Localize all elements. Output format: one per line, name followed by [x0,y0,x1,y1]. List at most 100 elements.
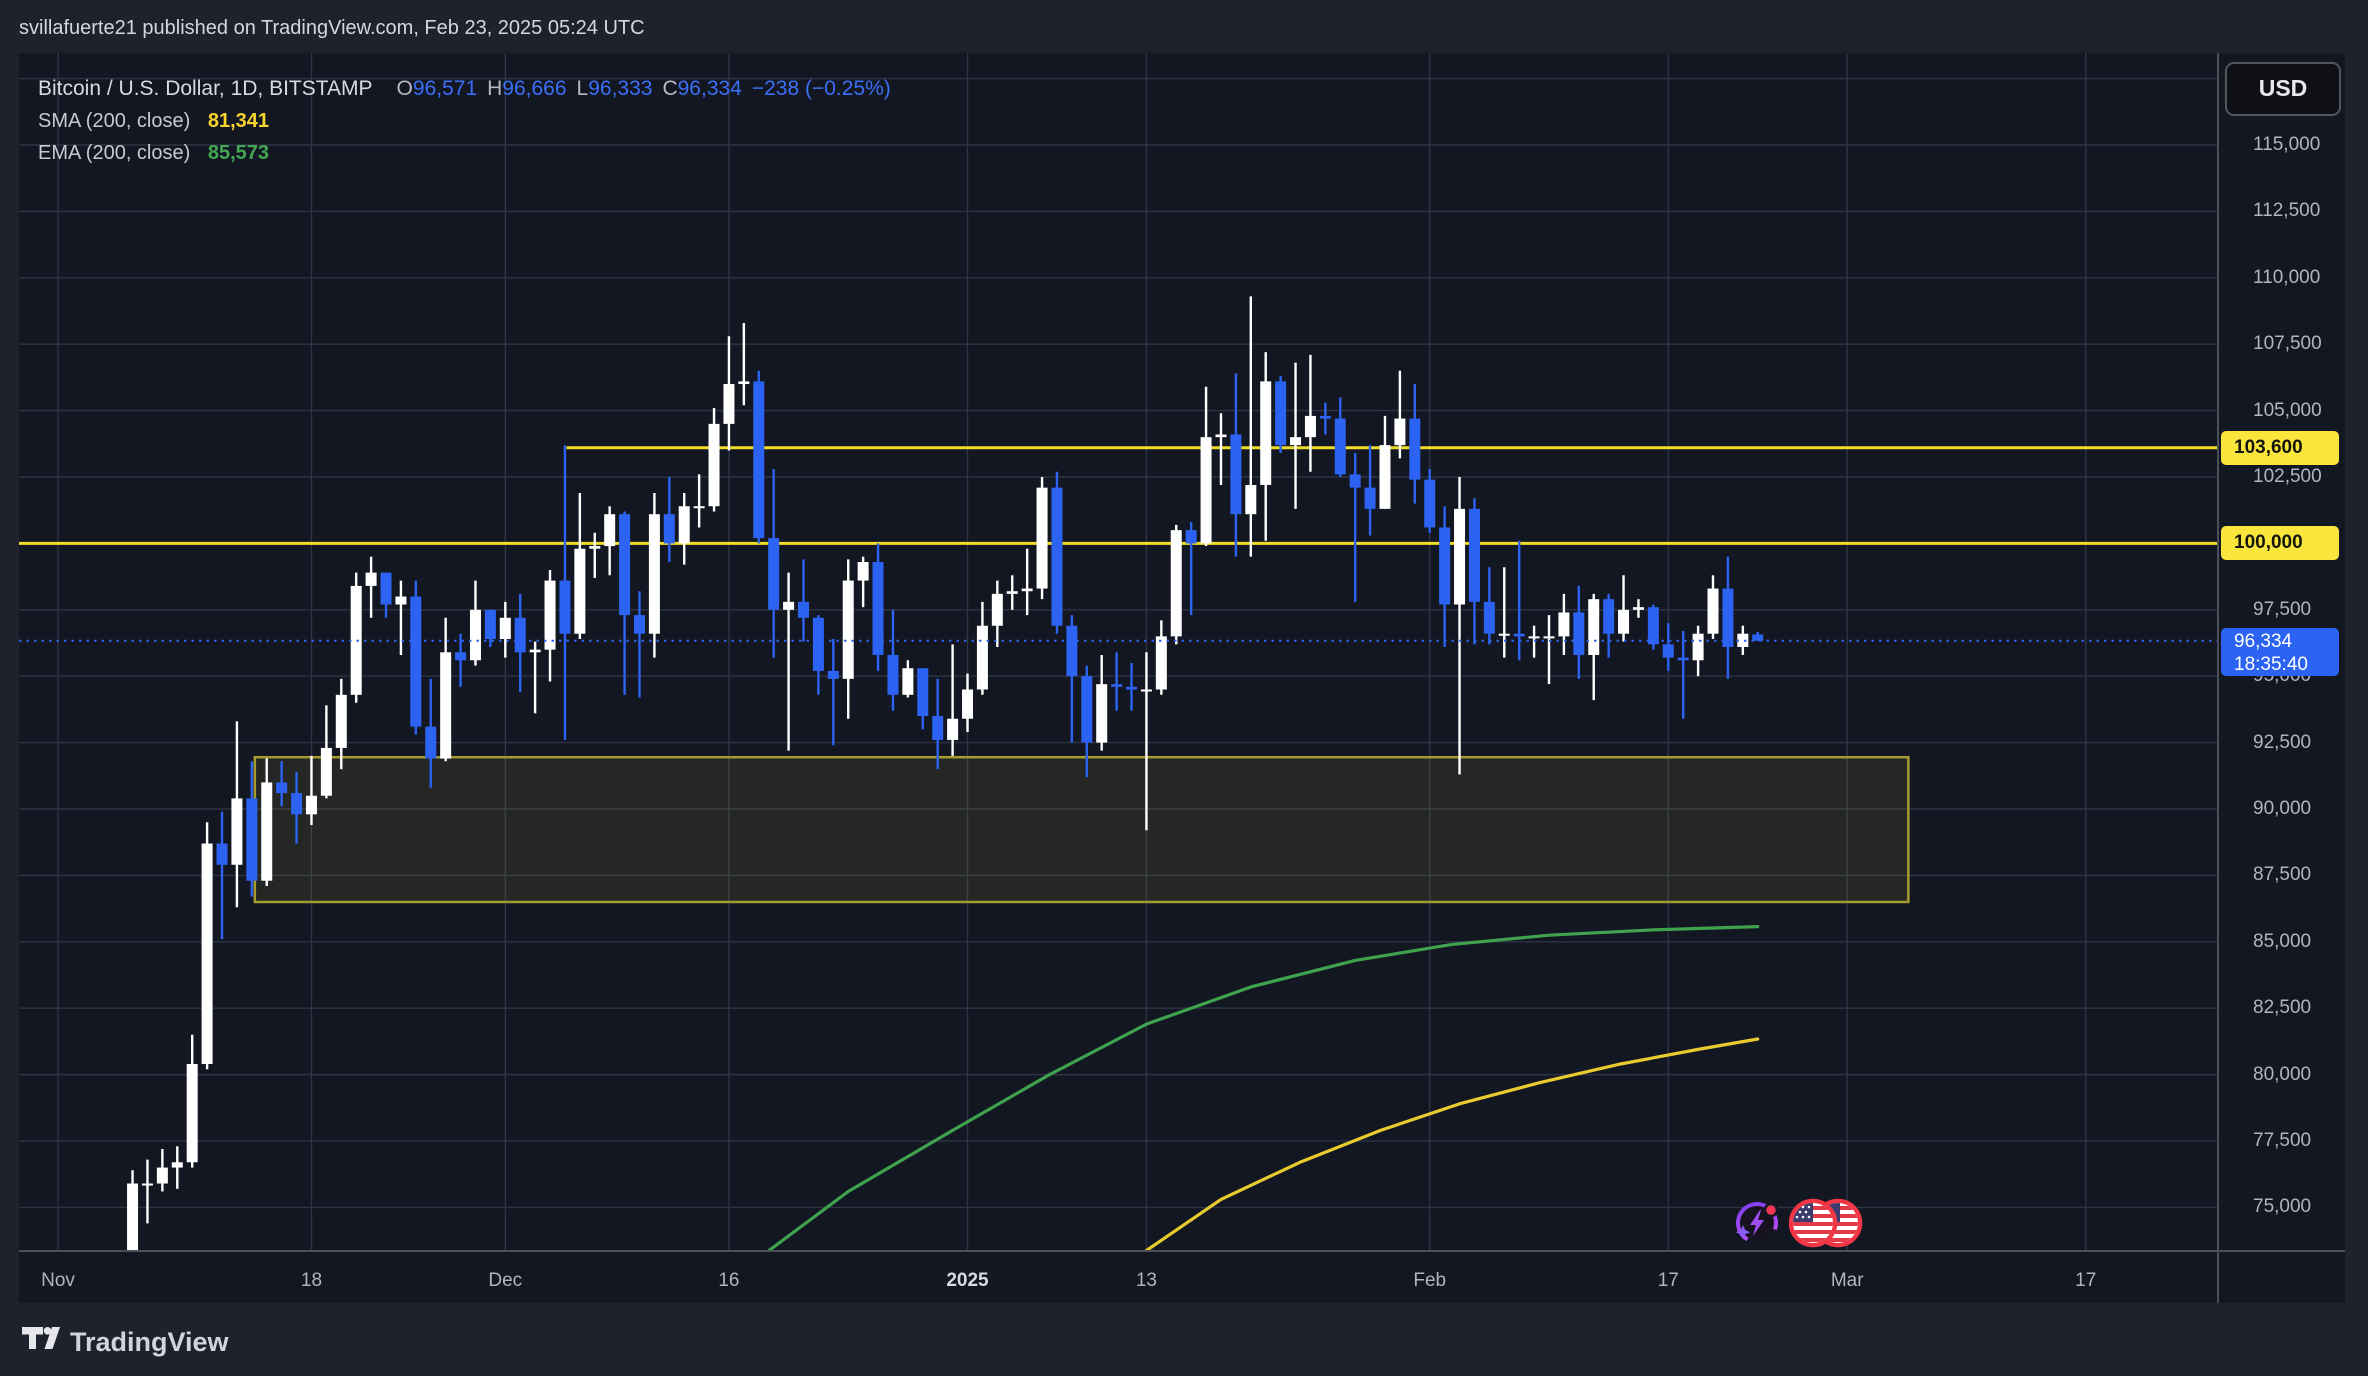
candle-body [1543,636,1555,639]
candle-body [783,601,795,610]
candle-body [887,654,899,695]
candle-body [1200,437,1212,544]
candle-body [857,561,869,581]
price-axis-label: 80,000 [2253,1063,2312,1085]
candle-body [1275,381,1287,446]
ema-label: EMA (200, close) [38,142,191,164]
candle-body [827,670,839,679]
candle-body [812,617,824,671]
candle-body [559,580,571,634]
price-axis-label: 87,500 [2253,864,2312,886]
candle-body [261,782,273,881]
chart-region: Bitcoin / U.S. Dollar, 1D, BITSTAMP O96,5… [19,53,2345,1303]
candle-body [276,782,288,794]
candle-body [395,596,407,605]
candle-body [365,572,377,586]
time-axis-label: 2025 [946,1270,989,1291]
candle-body [425,726,437,759]
candle-body [1677,657,1689,661]
candle-body [410,596,422,727]
candle-body [962,689,974,719]
candle-body [499,617,511,640]
candle-body [186,1063,198,1163]
candle-body [723,384,735,424]
current-price-value: 96,334 [2234,630,2293,652]
candle-body [1304,415,1316,438]
us-flag-events-icon[interactable] [1789,1197,1881,1249]
candle-body [1170,530,1182,637]
time-axis-label: Nov [41,1270,75,1291]
ema-legend-row[interactable]: EMA (200, close) 85,573 [38,137,891,169]
candle-body [693,506,705,509]
candle-body [648,514,660,634]
price-axis-label: 110,000 [2253,266,2321,288]
us-flag-front-icon [1789,1198,1838,1248]
candle-body [902,668,914,695]
candle-body [1692,633,1704,661]
tradingview-brand-link[interactable]: TradingView [22,1327,229,1357]
candle-body [127,1183,139,1250]
price-axis-label: 102,500 [2253,466,2322,487]
price-axis-label: 105,000 [2253,399,2322,421]
candle-body [1111,684,1123,687]
candle-body [1334,418,1346,475]
candle-body [1647,607,1659,645]
tradingview-logo-text: TradingView [70,1326,229,1357]
price-level-badge: 103,600 [2221,430,2339,465]
candle-body [604,514,616,547]
candle-body [1573,612,1585,655]
currency-toggle-button[interactable]: USD [2225,62,2341,116]
candle-body [231,798,243,865]
candle-body [932,716,944,740]
candle-body [976,625,988,690]
candle-body [380,572,392,605]
price-axis-label: 115,000 [2253,134,2321,155]
price-axis-label: 90,000 [2253,798,2312,819]
symbol-legend-row[interactable]: Bitcoin / U.S. Dollar, 1D, BITSTAMP O96,5… [38,73,891,105]
sparkle-icon [1735,1225,1751,1240]
price-axis[interactable]: 115,000 112,500 110,000 107,500 105,000 102,5… [2219,53,2345,1250]
candle-body [1662,644,1674,658]
current-price-badge: 96,334 18:35:40 [2221,627,2339,676]
candle-body [1513,633,1525,637]
time-axis[interactable]: Nov 18 Dec 16 2025 13 Feb 17 Mar 17 [19,1252,2345,1303]
price-axis-border [2217,53,2219,1303]
notification-dot [1763,1202,1779,1218]
sma-legend-row[interactable]: SMA (200, close) 81,341 [38,105,891,137]
publication-info-text[interactable]: svillafuerte21 published on TradingView.… [19,17,645,39]
idea-event-icon[interactable] [1733,1199,1781,1247]
candle-body [633,615,645,634]
candle-body [1096,684,1108,743]
candle-body [991,593,1003,626]
tradingview-logo-icon [22,1327,60,1349]
candle-body [1483,601,1495,634]
page-footer: TradingView [0,1303,2368,1376]
sma-label: SMA (200, close) [38,110,191,132]
candle-body [1006,591,1018,594]
candle-body [1319,415,1331,419]
chart-canvas[interactable] [19,53,2217,1250]
candle-body [1722,588,1734,647]
candle-body [619,514,631,616]
candle-body [320,747,332,796]
candle-body [469,609,481,661]
candle-body [1126,686,1138,690]
candle-body [1051,487,1063,626]
candle-body [753,381,765,539]
price-axis-label: 82,500 [2253,997,2312,1019]
publication-top-bar: svillafuerte21 published on TradingView.… [0,0,2368,53]
candle-body [768,538,780,610]
candle-body [1588,599,1600,655]
candle-body [708,423,720,507]
candle-body [1379,445,1391,509]
candle-body [201,843,213,1064]
time-axis-label: 16 [718,1270,740,1291]
candle-body [1155,636,1167,690]
candle-body [1185,530,1197,544]
candle-body [1140,689,1152,692]
time-axis-label: 18 [300,1270,323,1291]
symbol-title: Bitcoin / U.S. Dollar, 1D, BITSTAMP [38,77,373,100]
indicator-line [1144,1037,1760,1250]
candle-body [1215,434,1227,438]
time-axis-label: 17 [2075,1270,2097,1291]
